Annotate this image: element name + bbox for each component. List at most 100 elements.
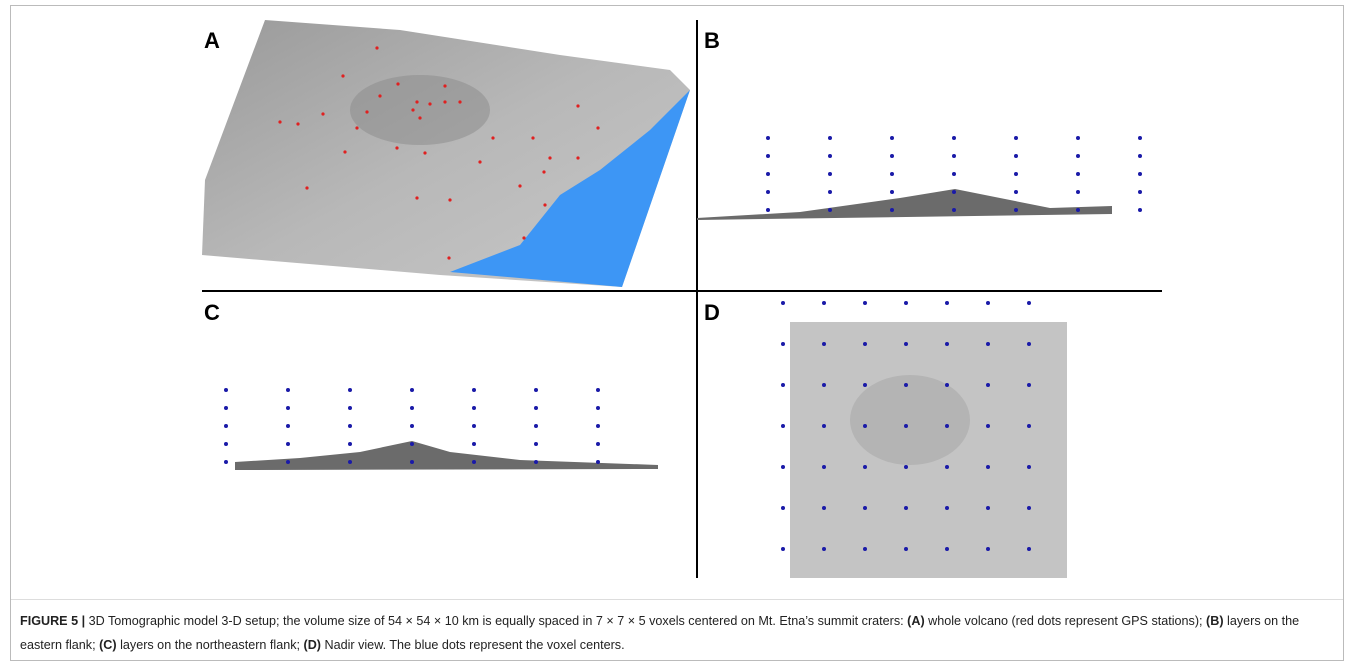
sea xyxy=(450,90,690,287)
nadir-summit xyxy=(850,375,970,465)
dot xyxy=(321,112,325,116)
profile-northeast xyxy=(235,441,658,470)
dot xyxy=(863,301,867,305)
figure-image: A B C D xyxy=(10,20,1344,600)
dot xyxy=(986,301,990,305)
dot xyxy=(348,460,352,464)
dot xyxy=(576,156,580,160)
caption-text: layers on the northeastern flank; xyxy=(116,638,304,652)
dot xyxy=(224,388,228,392)
dot xyxy=(522,236,526,240)
dot xyxy=(596,126,600,130)
dot xyxy=(945,301,949,305)
dot xyxy=(766,172,770,176)
dot xyxy=(596,442,600,446)
panel-ref: (B) xyxy=(1206,614,1224,628)
dot xyxy=(828,208,832,212)
dot xyxy=(952,136,956,140)
dot xyxy=(305,186,309,190)
caption-text: Nadir view. The blue dots represent the … xyxy=(321,638,625,652)
dot xyxy=(224,442,228,446)
dot xyxy=(904,424,908,428)
dot xyxy=(863,506,867,510)
dot xyxy=(1014,190,1018,194)
dot xyxy=(863,547,867,551)
dot xyxy=(890,172,894,176)
panel-ref: (A) xyxy=(907,614,925,628)
dot xyxy=(952,154,956,158)
dot xyxy=(945,424,949,428)
dot xyxy=(443,84,447,88)
figure-frame xyxy=(10,5,1344,661)
dot xyxy=(534,442,538,446)
dot xyxy=(1014,154,1018,158)
dot xyxy=(418,116,422,120)
dot xyxy=(458,100,462,104)
profile-east xyxy=(697,189,1112,220)
volcano-summit xyxy=(350,75,490,145)
dot xyxy=(1076,190,1080,194)
dot xyxy=(945,465,949,469)
dot xyxy=(348,424,352,428)
panel-label: B xyxy=(704,28,720,53)
dot xyxy=(348,406,352,410)
dot xyxy=(410,388,414,392)
dot xyxy=(863,342,867,346)
dot xyxy=(472,442,476,446)
dot xyxy=(822,424,826,428)
dot xyxy=(952,172,956,176)
dot xyxy=(1027,424,1031,428)
dot xyxy=(224,406,228,410)
voxel-centers-c xyxy=(224,388,600,464)
dot xyxy=(395,146,399,150)
dot xyxy=(348,442,352,446)
dot xyxy=(365,110,369,114)
dot xyxy=(410,460,414,464)
dot xyxy=(822,383,826,387)
voxel-centers-d xyxy=(781,301,1031,551)
dot xyxy=(472,460,476,464)
dot xyxy=(443,100,447,104)
dot xyxy=(781,547,785,551)
dot xyxy=(904,383,908,387)
dot xyxy=(472,406,476,410)
dot xyxy=(224,460,228,464)
dot xyxy=(355,126,359,130)
dot xyxy=(904,342,908,346)
dot xyxy=(224,424,228,428)
dot xyxy=(286,424,290,428)
dot xyxy=(415,100,419,104)
caption: FIGURE 5 | 3D Tomographic model 3-D setu… xyxy=(20,609,1340,657)
dot xyxy=(766,208,770,212)
dot xyxy=(781,301,785,305)
dot xyxy=(890,208,894,212)
dot xyxy=(952,208,956,212)
dot xyxy=(478,160,482,164)
caption-text: 3D Tomographic model 3-D setup; the volu… xyxy=(85,614,908,628)
dot xyxy=(410,442,414,446)
dot xyxy=(534,388,538,392)
dot xyxy=(543,203,547,207)
figure-number: FIGURE 5 | xyxy=(20,614,86,628)
dot xyxy=(576,104,580,108)
dot xyxy=(411,108,415,112)
dot xyxy=(410,424,414,428)
dot xyxy=(1138,154,1142,158)
dot xyxy=(1138,190,1142,194)
dot xyxy=(986,547,990,551)
panel-label: D xyxy=(704,300,720,325)
dot xyxy=(1076,136,1080,140)
dot xyxy=(1076,154,1080,158)
dot xyxy=(822,465,826,469)
dot xyxy=(375,46,379,50)
dot xyxy=(828,154,832,158)
dot xyxy=(828,172,832,176)
dot xyxy=(945,342,949,346)
dot xyxy=(945,547,949,551)
dot xyxy=(1027,506,1031,510)
dot xyxy=(542,170,546,174)
dot xyxy=(1027,465,1031,469)
dot xyxy=(491,136,495,140)
dot xyxy=(904,465,908,469)
dot xyxy=(986,424,990,428)
